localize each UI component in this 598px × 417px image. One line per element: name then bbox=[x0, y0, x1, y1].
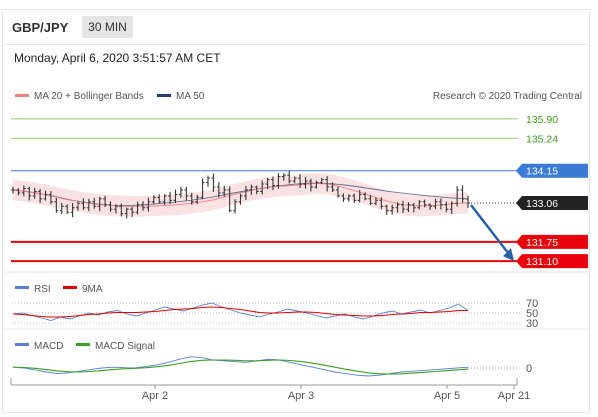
support-level-label: 131.75 bbox=[526, 237, 558, 249]
support-level-tag bbox=[516, 234, 588, 249]
x-tick-label: Apr 2 bbox=[142, 390, 168, 402]
x-tick-label: Apr 21 bbox=[498, 390, 530, 402]
chart-header: GBP/JPY 30 MIN bbox=[2, 9, 590, 45]
rsi-line bbox=[12, 302, 469, 321]
pivot-level-label: 134.15 bbox=[526, 166, 558, 178]
macd-tick-label: 0 bbox=[526, 363, 532, 375]
macd-panel: 0 bbox=[12, 356, 532, 377]
legend-rsi-label: RSI bbox=[34, 284, 51, 295]
current-level-tag bbox=[516, 196, 588, 211]
legend-ma50-swatch bbox=[157, 94, 171, 97]
macd-signal-line bbox=[12, 359, 469, 375]
rsi-ma-line bbox=[12, 306, 468, 318]
legend-macd-signal-label: MACD Signal bbox=[95, 341, 155, 352]
legend-rsi-ma-label: 9MA bbox=[82, 284, 103, 295]
macd-line bbox=[12, 356, 469, 377]
resistance-level-label: 135.90 bbox=[526, 114, 558, 126]
current-level-label: 133.06 bbox=[526, 198, 558, 210]
resistance-level-label: 135.24 bbox=[526, 133, 558, 145]
timeframe-button[interactable]: 30 MIN bbox=[82, 16, 133, 38]
forecast-arrowhead bbox=[503, 248, 514, 262]
legend-rsi-swatch bbox=[15, 286, 29, 289]
x-axis: Apr 2 Apr 3 Apr 5 Apr 21 bbox=[10, 378, 530, 402]
x-tick-label: Apr 5 bbox=[434, 390, 460, 402]
rsi-tick-label: 70 bbox=[526, 298, 538, 310]
rsi-tick-label: 50 bbox=[526, 308, 538, 320]
rsi-tick-label: 30 bbox=[526, 318, 538, 330]
legend-ma20-label: MA 20 + Bollinger Bands bbox=[34, 91, 144, 102]
legend-ma50-label: MA 50 bbox=[176, 91, 205, 102]
forecast-arrow bbox=[470, 204, 510, 255]
price-panel: 135.90 135.24 134.15 133.06 131.75 131.10 bbox=[11, 114, 588, 269]
pivot-level-tag bbox=[516, 163, 588, 178]
support-level-label: 131.10 bbox=[526, 256, 558, 268]
legend-rsi-ma-swatch bbox=[63, 286, 77, 289]
support-level-tag bbox=[516, 254, 588, 269]
timestamp: Monday, April 6, 2020 3:51:57 AM CET bbox=[14, 51, 221, 65]
legend-macd-label: MACD bbox=[34, 341, 63, 352]
legend-macd-signal-swatch bbox=[76, 343, 90, 346]
x-tick-label: Apr 3 bbox=[288, 390, 314, 402]
symbol-label: GBP/JPY bbox=[12, 20, 69, 35]
legend-macd-swatch bbox=[15, 343, 29, 346]
legend-ma20-swatch bbox=[15, 94, 29, 97]
credit-label: Research © 2020 Trading Central bbox=[433, 91, 582, 102]
